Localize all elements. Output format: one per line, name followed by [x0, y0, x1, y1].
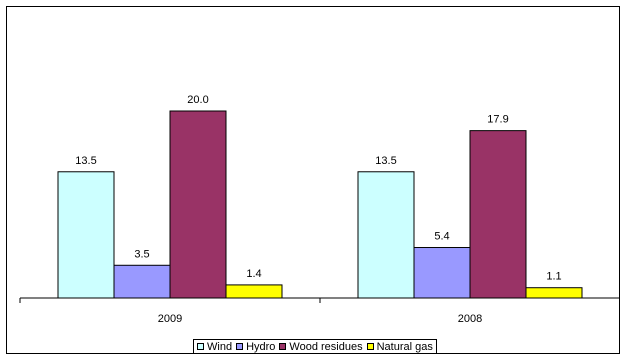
legend-label-wind: Wind	[207, 340, 233, 353]
legend-label-wood-residues: Wood residues	[289, 340, 363, 353]
data-label-wood-residues-2008: 17.9	[487, 114, 508, 126]
bar-wind-2009	[57, 171, 115, 299]
x-tick-label-2008: 2008	[458, 313, 482, 325]
bars-group	[57, 110, 583, 299]
bar-wind-2008	[357, 171, 415, 299]
bar-wood-residues-2008	[469, 130, 527, 299]
bar-natural-gas-2009	[225, 284, 283, 299]
x-axis-ticks	[19, 298, 620, 303]
x-axis-category-labels: 2009 2008	[158, 313, 482, 325]
legend-swatch-wood-residues	[279, 343, 287, 350]
data-label-wood-residues-2009: 20.0	[187, 94, 208, 106]
bar-hydro-2008	[413, 247, 471, 299]
legend-label-natural-gas: Natural gas	[376, 340, 433, 353]
legend-item-wood-residues: Wood residues	[279, 340, 363, 353]
data-label-hydro-2009: 3.5	[134, 248, 149, 260]
bar-hydro-2009	[113, 264, 171, 299]
legend-swatch-hydro	[236, 343, 244, 350]
legend-swatch-wind	[197, 343, 204, 350]
data-label-wind-2009: 13.5	[75, 155, 96, 167]
legend-swatch-natural-gas	[366, 343, 374, 350]
legend-item-natural-gas: Natural gas	[366, 340, 433, 353]
bar-natural-gas-2008	[525, 287, 583, 299]
data-labels-group: 13.5 3.5 20.0 1.4 13.5 5.4 17.9 1.1	[75, 94, 561, 283]
data-label-natural-gas-2009: 1.4	[246, 268, 261, 280]
legend-item-wind: Wind	[197, 341, 232, 353]
data-label-wind-2008: 13.5	[375, 155, 396, 167]
x-tick-label-2009: 2009	[158, 313, 182, 325]
bar-wood-residues-2009	[169, 110, 227, 299]
legend-label-hydro: Hydro	[246, 340, 276, 353]
data-label-hydro-2008: 5.4	[434, 231, 449, 243]
legend-item-hydro: Hydro	[236, 341, 275, 353]
data-label-natural-gas-2008: 1.1	[546, 271, 561, 283]
legend: Wind Hydro Wood residues Natural gas	[193, 339, 437, 354]
